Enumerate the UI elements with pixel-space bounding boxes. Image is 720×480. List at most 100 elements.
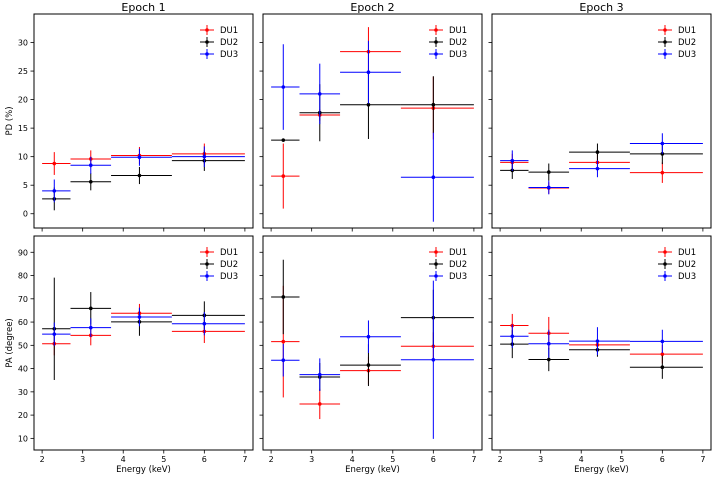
data-point: [88, 306, 93, 311]
legend-label: DU2: [678, 38, 696, 48]
legend-label: DU2: [678, 260, 696, 270]
series-du1: [42, 303, 245, 356]
series-du3: [500, 133, 703, 195]
legend: DU1 DU2 DU3: [658, 247, 696, 282]
data-point: [202, 321, 207, 326]
x-tick-label: 2: [498, 455, 503, 464]
series-du2: [42, 277, 245, 380]
x-tick-label: 3: [538, 455, 543, 464]
data-point: [366, 102, 371, 107]
data-point: [595, 150, 600, 154]
data-point: [281, 295, 286, 299]
legend-label: DU1: [220, 248, 238, 258]
y-tick-label: 30: [18, 388, 28, 397]
legend-marker-dot: [434, 40, 438, 44]
x-tick-label: 3: [80, 455, 85, 464]
legend: DU1 DU2 DU3: [200, 247, 238, 282]
panel-1: Epoch 1 0 5 10 15 20 25 30 PD (%) DU1 DU2 DU3: [5, 1, 254, 232]
legend-label: DU2: [220, 260, 238, 270]
y-tick-label: 60: [18, 318, 28, 327]
y-tick-label: 20: [18, 96, 28, 105]
data-point: [317, 92, 322, 96]
legend-marker-dot: [205, 40, 209, 44]
series-du1: [500, 313, 703, 364]
panel-4: 2 3 4 5 6 7 10 20 30 40 50 60 70 80 90 Energy (keV) PA (…: [5, 235, 254, 475]
y-tick-label: 5: [23, 181, 28, 190]
legend-label: DU3: [678, 272, 696, 282]
legend-marker-dot: [205, 52, 209, 56]
legend-marker-dot: [663, 52, 667, 56]
x-tick-label: 5: [390, 455, 395, 464]
legend-label: DU1: [678, 26, 696, 36]
series-du1: [271, 285, 474, 420]
data-point: [595, 339, 600, 343]
x-tick-label: 7: [471, 455, 476, 464]
data-point: [366, 334, 371, 339]
y-axis-label: PD (%): [5, 106, 15, 135]
data-point: [88, 325, 93, 330]
y-tick-label: 90: [18, 248, 28, 257]
legend-marker-dot: [434, 28, 438, 32]
x-axis-label: Energy (keV): [345, 465, 400, 475]
data-point: [281, 85, 286, 89]
panel-frame: [262, 13, 483, 229]
y-tick-label: 30: [18, 39, 28, 48]
panel-2: Epoch 2 DU1 DU2 DU3: [259, 1, 483, 232]
data-point: [137, 315, 142, 319]
data-point: [366, 363, 371, 367]
x-tick-label: 5: [161, 455, 166, 464]
legend-marker-dot: [434, 274, 438, 278]
legend-marker-dot: [663, 262, 667, 266]
panel-frame: [33, 13, 254, 229]
data-point: [281, 138, 286, 142]
legend-label: DU2: [220, 38, 238, 48]
legend-label: DU1: [449, 26, 467, 36]
y-axis-label: PA (degree): [5, 318, 15, 368]
data-point: [317, 372, 322, 377]
data-point: [510, 334, 515, 339]
data-point: [595, 166, 600, 171]
x-tick-label: 7: [242, 455, 247, 464]
legend-label: DU2: [449, 38, 467, 48]
data-point: [431, 175, 436, 180]
legend: DU1 DU2 DU3: [429, 247, 467, 282]
legend: DU1 DU2 DU3: [658, 25, 696, 60]
panel-title: Epoch 2: [350, 1, 394, 14]
data-point: [137, 155, 142, 160]
panel-5: 2 3 4 5 6 7 Energy (keV) DU1 DU2 DU3: [259, 235, 483, 475]
y-tick-label: 70: [18, 295, 28, 304]
x-tick-label: 2: [269, 455, 274, 464]
series-du1: [42, 143, 245, 175]
data-point: [660, 141, 665, 146]
data-point: [546, 185, 551, 190]
panel-title: Epoch 1: [121, 1, 165, 14]
series-du3: [42, 307, 245, 346]
legend-marker-dot: [434, 52, 438, 56]
x-tick-label: 6: [431, 455, 436, 464]
x-axis-label: Energy (keV): [116, 465, 171, 475]
data-point: [660, 365, 665, 369]
data-point: [431, 102, 436, 107]
series-du3: [500, 324, 703, 358]
panel-frame: [491, 235, 712, 451]
series-du1: [271, 27, 474, 209]
legend-marker-dot: [205, 28, 209, 32]
series-du2: [500, 330, 703, 379]
y-tick-label: 10: [18, 153, 28, 162]
series-du3: [42, 146, 245, 203]
x-tick-label: 6: [660, 455, 665, 464]
y-tick-label: 20: [18, 411, 28, 420]
legend-label: DU2: [449, 260, 467, 270]
x-tick-label: 5: [619, 455, 624, 464]
data-point: [660, 339, 665, 344]
data-point: [137, 173, 142, 178]
y-tick-label: 25: [18, 67, 28, 76]
x-tick-label: 2: [40, 455, 45, 464]
series-du3: [271, 280, 474, 439]
legend-label: DU3: [449, 50, 467, 60]
data-point: [202, 154, 207, 159]
legend: DU1 DU2 DU3: [429, 25, 467, 60]
data-point: [281, 358, 286, 363]
panel-3: Epoch 3 DU1 DU2 DU3: [488, 1, 712, 232]
